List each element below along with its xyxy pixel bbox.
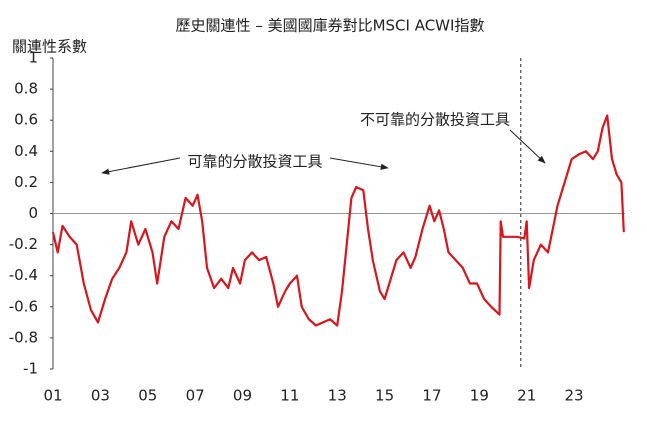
x-tick-label: 15 [375,387,394,405]
chart-title: 歷史關連性 – 美國國庫券對比MSCI ACWI指數 [176,17,485,35]
x-tick-label: 05 [138,387,157,405]
x-tick-label: 19 [470,387,489,405]
y-tick-label: -0.8 [9,328,38,346]
annotation: 不可靠的分散投資工具 [360,111,510,129]
x-tick-label: 01 [43,387,62,405]
arrow [329,157,389,170]
y-tick-label: 0.4 [14,142,38,160]
x-tick-label: 11 [280,387,299,405]
x-tick-label: 07 [186,387,205,405]
x-tick-label: 13 [328,387,347,405]
x-tick-label: 23 [565,387,584,405]
annotation: 可靠的分散投資工具 [187,153,322,171]
y-tick-label: 1 [28,49,38,67]
arrow [509,129,546,164]
y-tick-label: -0.4 [9,266,38,284]
y-tick-label: 0.2 [14,173,38,191]
x-tick-label: 17 [422,387,441,405]
y-tick-label: -0.2 [9,235,38,253]
x-tick-label: 03 [91,387,110,405]
y-tick-label: -1 [23,360,38,378]
x-tick-label: 21 [517,387,536,405]
arrow [101,157,181,175]
y-tick-label: 0.6 [14,111,38,129]
y-tick-label: 0.8 [14,80,38,98]
y-tick-label: 0 [28,204,38,222]
y-axis-label: 關連性系數 [12,38,87,56]
series-line [51,114,625,327]
x-tick-label: 09 [233,387,252,405]
y-tick-label: -0.6 [9,297,38,315]
